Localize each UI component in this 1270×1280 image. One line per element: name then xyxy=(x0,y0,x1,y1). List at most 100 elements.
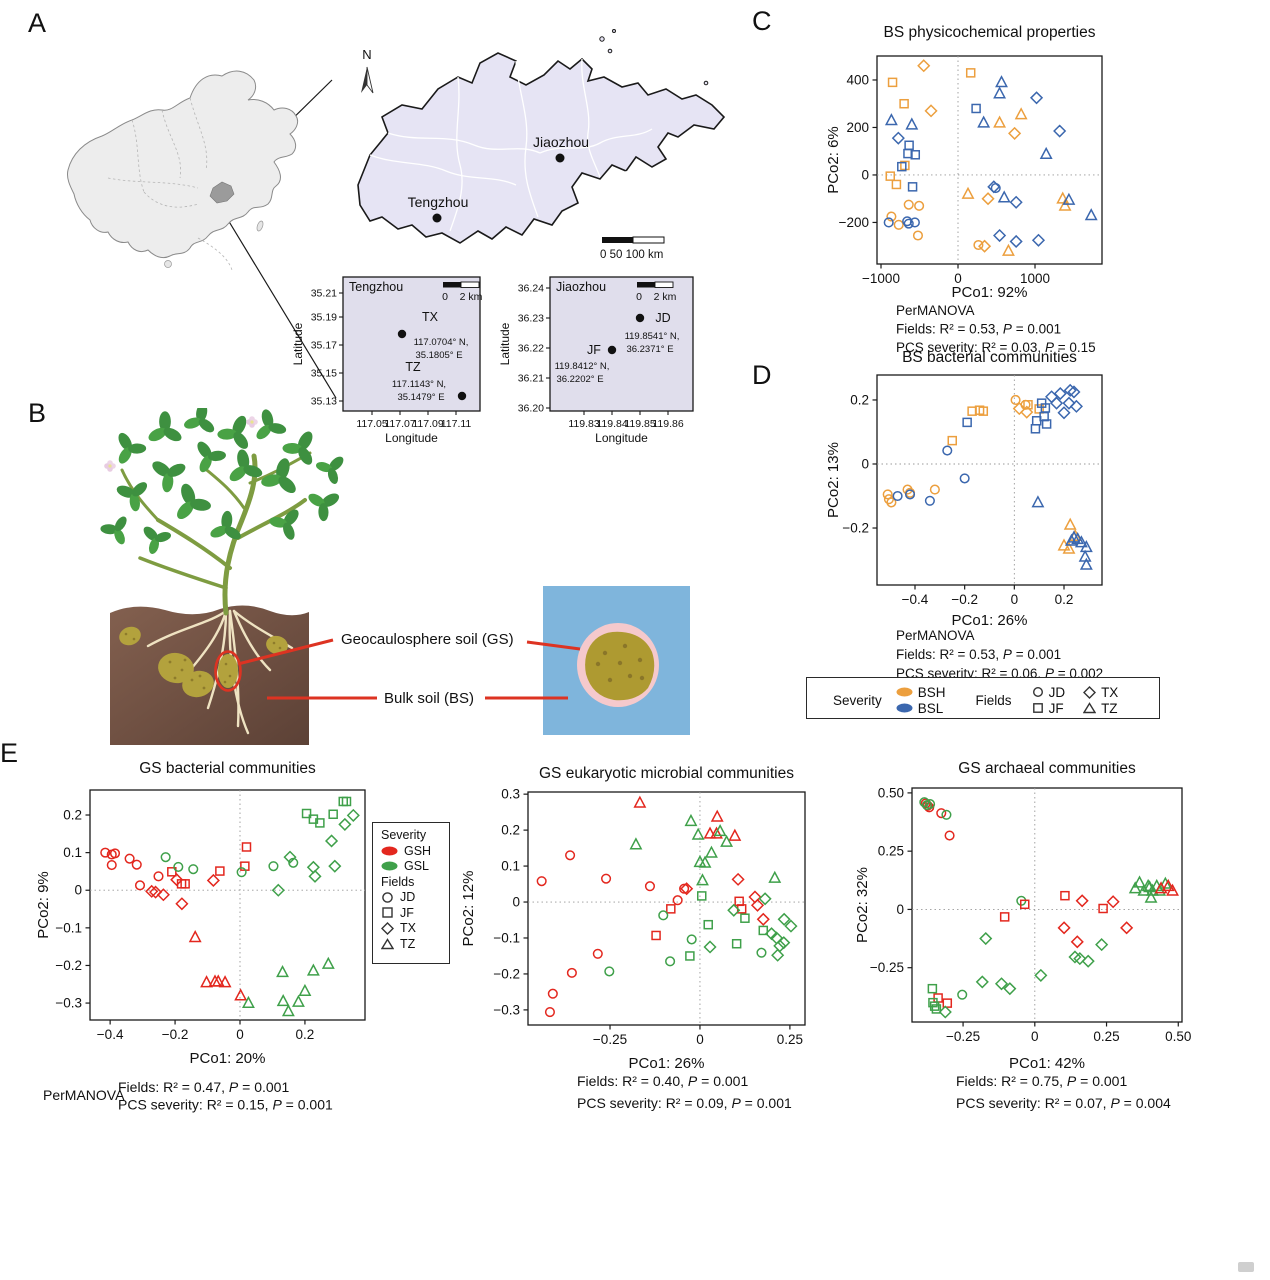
svg-text:Longitude: Longitude xyxy=(595,431,648,445)
svg-text:PCo1: 26%: PCo1: 26% xyxy=(952,612,1028,629)
svg-text:PerMANOVA: PerMANOVA xyxy=(43,1087,125,1103)
svg-text:0.1: 0.1 xyxy=(63,845,82,860)
svg-text:−0.2: −0.2 xyxy=(162,1027,189,1042)
gs-archaeal-pcoa-chart: −0.25 0 0.25 0.50 0.50 0.25 0 −0.25 GS archaeal … xyxy=(854,760,1191,1111)
square-marker-icon xyxy=(382,907,393,918)
svg-text:0: 0 xyxy=(896,902,904,917)
svg-text:0: 0 xyxy=(512,895,520,910)
china-map xyxy=(67,70,299,271)
svg-text:36.20: 36.20 xyxy=(518,403,544,415)
svg-text:PCo2: 12%: PCo2: 12% xyxy=(460,871,477,947)
svg-text:TX: TX xyxy=(422,310,439,324)
svg-text:−0.4: −0.4 xyxy=(97,1027,124,1042)
svg-text:119.8412° N,: 119.8412° N, xyxy=(555,361,610,372)
svg-text:1000: 1000 xyxy=(1020,271,1050,286)
gsh-swatch-icon xyxy=(381,846,398,855)
svg-text:−0.2: −0.2 xyxy=(842,521,869,536)
circle-marker-icon xyxy=(382,891,393,903)
jiaozhou-label: Jiaozhou xyxy=(533,134,589,150)
bsh-swatch-icon xyxy=(896,687,913,697)
svg-text:PCo1: 20%: PCo1: 20% xyxy=(190,1050,266,1067)
svg-text:TZ: TZ xyxy=(405,360,421,374)
svg-text:−0.4: −0.4 xyxy=(902,592,929,607)
jiaozhou-dot xyxy=(555,153,565,163)
svg-text:36.24: 36.24 xyxy=(518,283,544,295)
svg-text:PCS severity: R² = 0.09, P = 0: PCS severity: R² = 0.09, P = 0.001 xyxy=(577,1095,792,1111)
svg-text:117.11: 117.11 xyxy=(441,418,472,430)
svg-text:−0.1: −0.1 xyxy=(55,920,82,935)
svg-text:0: 0 xyxy=(861,167,869,182)
panel-label-b: B xyxy=(28,398,47,428)
svg-text:35.1479° E: 35.1479° E xyxy=(397,392,444,403)
annotation-lines xyxy=(237,638,581,700)
svg-text:36.22: 36.22 xyxy=(518,343,544,355)
shandong-outline xyxy=(357,52,726,244)
panel-label-e: E xyxy=(0,738,19,768)
svg-text:0.2: 0.2 xyxy=(850,392,869,407)
island-dots xyxy=(599,29,709,86)
svg-text:119.84: 119.84 xyxy=(596,418,627,430)
svg-text:GS archaeal communities: GS archaeal communities xyxy=(958,760,1136,777)
svg-text:0: 0 xyxy=(861,456,869,471)
svg-text:0.2: 0.2 xyxy=(501,823,520,838)
potatoes xyxy=(119,626,288,698)
svg-text:0.2: 0.2 xyxy=(1055,592,1074,607)
north-label: N xyxy=(362,47,371,62)
shandong-highlight xyxy=(209,181,235,204)
svg-text:0: 0 xyxy=(74,883,82,898)
svg-text:−0.25: −0.25 xyxy=(946,1029,980,1044)
shandong-scalebar-label: 0 50 100 km xyxy=(600,249,663,261)
svg-text:119.8541° N,: 119.8541° N, xyxy=(625,331,680,342)
svg-text:200: 200 xyxy=(846,120,869,135)
potato-dots xyxy=(124,632,282,690)
north-arrow: N xyxy=(361,47,374,94)
tengzhou-label: Tengzhou xyxy=(408,194,469,210)
foliage xyxy=(99,408,354,559)
svg-text:400: 400 xyxy=(846,72,869,87)
svg-text:−200: −200 xyxy=(839,215,869,230)
gs-label: Geocaulosphere soil (GS) xyxy=(341,631,514,648)
svg-text:35.17: 35.17 xyxy=(311,340,337,352)
gs-highlight-circle xyxy=(214,650,242,692)
svg-text:0: 0 xyxy=(1011,592,1019,607)
legend-bs-fields-title: Fields xyxy=(975,692,1012,708)
legend-bsl-label: BSL xyxy=(917,700,944,716)
legend-jf-label: JF xyxy=(1048,700,1064,716)
svg-text:GS bacterial communities: GS bacterial communities xyxy=(139,760,316,777)
svg-text:119.85: 119.85 xyxy=(624,418,655,430)
svg-text:PCo2: 32%: PCo2: 32% xyxy=(854,867,871,943)
legend-gs-severity-title: Severity xyxy=(381,828,427,842)
panel-label-c: C xyxy=(752,6,772,36)
svg-text:0.3: 0.3 xyxy=(501,787,520,802)
gs-eukaryotic-pcoa-chart: −0.25 0 0.25 0.3 0.2 0.1 0 −0.1 −0.2 −0.3 GS eukar… xyxy=(460,765,806,1111)
circle-marker-icon xyxy=(1032,686,1043,698)
svg-text:117.0704° N,: 117.0704° N, xyxy=(414,337,469,348)
svg-text:35.1805° E: 35.1805° E xyxy=(415,350,462,361)
svg-text:Fields: R² = 0.40, P = 0.001: Fields: R² = 0.40, P = 0.001 xyxy=(577,1073,748,1089)
svg-text:JF: JF xyxy=(587,343,601,357)
svg-text:36.23: 36.23 xyxy=(518,313,544,325)
tengzhou-dot xyxy=(432,213,442,223)
svg-text:PerMANOVA: PerMANOVA xyxy=(896,303,975,318)
svg-text:Fields: R² = 0.75, P = 0.001: Fields: R² = 0.75, P = 0.001 xyxy=(956,1073,1127,1089)
svg-text:119.83: 119.83 xyxy=(568,418,599,430)
hainan-island xyxy=(164,260,172,268)
flower-icon xyxy=(246,416,258,428)
legend-jf-label: JF xyxy=(400,905,414,920)
svg-text:PCS severity: R² = 0.15, P = 0: PCS severity: R² = 0.15, P = 0.001 xyxy=(118,1097,333,1113)
shandong-map: N Jiaozhou Tengzhou 0 50 100 km xyxy=(357,29,726,261)
svg-text:0.25: 0.25 xyxy=(1093,1029,1119,1044)
panel-label-d: D xyxy=(752,360,772,390)
svg-text:PCo1: 42%: PCo1: 42% xyxy=(1009,1055,1085,1072)
svg-text:0.2: 0.2 xyxy=(63,808,82,823)
potato-plant-illustration xyxy=(99,408,690,745)
svg-text:36.2371° E: 36.2371° E xyxy=(626,344,673,355)
svg-text:PCo1: 92%: PCo1: 92% xyxy=(952,284,1028,301)
svg-text:−0.25: −0.25 xyxy=(593,1032,627,1047)
svg-text:−0.2: −0.2 xyxy=(951,592,978,607)
svg-text:−0.3: −0.3 xyxy=(55,996,82,1011)
svg-text:0: 0 xyxy=(636,291,642,303)
